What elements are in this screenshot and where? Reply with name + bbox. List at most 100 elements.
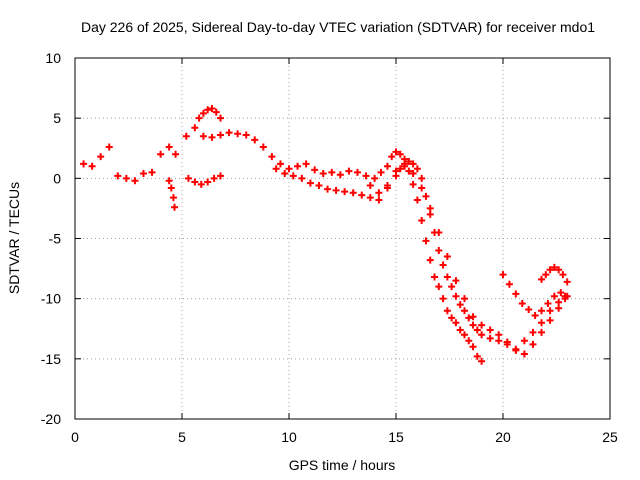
data-point — [302, 160, 310, 168]
data-point — [195, 114, 203, 122]
data-point — [199, 132, 207, 140]
data-point — [478, 357, 486, 365]
data-point — [563, 292, 571, 300]
data-point — [332, 186, 340, 194]
data-point — [557, 289, 565, 297]
data-point — [538, 275, 546, 283]
data-point — [409, 160, 417, 168]
series-track-a — [80, 124, 486, 365]
series-track-c — [366, 162, 569, 358]
data-point — [452, 319, 460, 327]
chart-title: Day 226 of 2025, Sidereal Day-to-day VTE… — [81, 19, 595, 35]
data-point — [165, 143, 173, 151]
data-point — [88, 162, 96, 170]
x-tick-label: 5 — [178, 429, 186, 445]
data-point — [349, 189, 357, 197]
x-tick-label: 0 — [71, 429, 79, 445]
data-point — [452, 292, 460, 300]
data-point — [418, 216, 426, 224]
series-track-e — [538, 263, 571, 286]
data-point — [114, 172, 122, 180]
data-point — [520, 350, 528, 358]
y-tick-label: 10 — [45, 50, 61, 66]
data-point — [341, 188, 349, 196]
data-point — [469, 321, 477, 329]
data-point — [544, 299, 552, 307]
data-point — [251, 136, 259, 144]
data-point — [392, 148, 400, 156]
x-tick-label: 20 — [495, 429, 511, 445]
data-point — [165, 177, 173, 185]
data-point — [563, 278, 571, 286]
data-point — [319, 170, 327, 178]
x-tick-label: 10 — [281, 429, 297, 445]
data-point — [328, 168, 336, 176]
series-track-f — [165, 177, 179, 211]
data-point — [550, 292, 558, 300]
data-point — [169, 194, 177, 202]
data-point — [208, 133, 216, 141]
data-point — [157, 150, 165, 158]
data-point — [105, 143, 113, 151]
data-point — [405, 167, 413, 175]
data-point — [499, 271, 507, 279]
data-point — [172, 150, 180, 158]
data-point — [362, 172, 370, 180]
data-point — [469, 313, 477, 321]
data-point — [366, 182, 374, 190]
data-point — [306, 179, 314, 187]
y-tick-label: -10 — [41, 291, 61, 307]
data-point — [426, 210, 434, 218]
data-point — [456, 326, 464, 334]
data-point — [478, 331, 486, 339]
data-point — [435, 247, 443, 255]
data-point — [383, 182, 391, 190]
x-tick-label: 25 — [602, 429, 618, 445]
data-point — [383, 162, 391, 170]
data-point — [396, 165, 404, 173]
data-point — [529, 340, 537, 348]
data-point — [512, 290, 520, 298]
data-point — [465, 314, 473, 322]
data-point — [242, 131, 250, 139]
data-point — [366, 194, 374, 202]
data-point — [139, 170, 147, 178]
data-point — [473, 352, 481, 360]
data-point — [473, 326, 481, 334]
y-tick-label: 0 — [53, 170, 61, 186]
data-point — [401, 162, 409, 170]
data-point — [324, 185, 332, 193]
data-point — [452, 277, 460, 285]
data-point — [234, 130, 242, 138]
data-point — [460, 307, 468, 315]
data-point — [431, 273, 439, 281]
data-point — [210, 174, 218, 182]
data-point — [225, 129, 233, 137]
data-point — [197, 180, 205, 188]
data-point — [529, 328, 537, 336]
data-point — [435, 228, 443, 236]
data-point — [495, 331, 503, 339]
data-point — [204, 178, 212, 186]
data-point — [208, 105, 216, 113]
data-point — [555, 266, 563, 274]
data-point — [409, 170, 417, 178]
data-point — [182, 132, 190, 140]
data-point — [276, 160, 284, 168]
data-point — [456, 301, 464, 309]
data-point — [418, 174, 426, 182]
data-point — [546, 307, 554, 315]
data-point — [285, 165, 293, 173]
data-point — [559, 271, 567, 279]
data-point — [435, 283, 443, 291]
y-tick-label: -15 — [41, 351, 61, 367]
data-point — [272, 165, 280, 173]
data-point — [542, 271, 550, 279]
data-point — [443, 253, 451, 261]
data-point — [268, 153, 276, 161]
data-point — [538, 319, 546, 327]
data-point — [505, 280, 513, 288]
data-point — [80, 160, 88, 168]
data-point — [439, 295, 447, 303]
